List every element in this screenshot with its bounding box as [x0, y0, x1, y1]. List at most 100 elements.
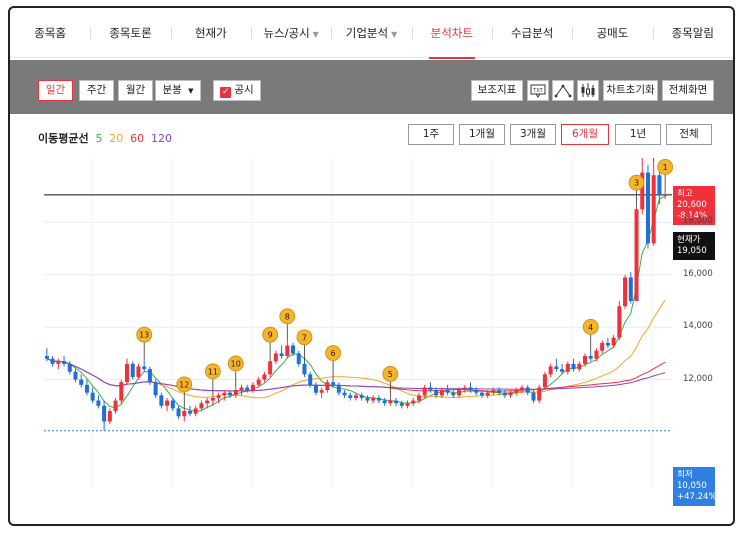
nav-tab-2[interactable]: 현재가 [170, 25, 251, 41]
candle-body [554, 366, 559, 370]
candle-body [617, 306, 622, 338]
candle-body [514, 390, 519, 393]
candle-body [634, 209, 639, 301]
nav-tab-0[interactable]: 종목홈 [10, 25, 90, 41]
current-tag-title: 현재가 [677, 235, 701, 245]
disclosure-badge-label: 5 [388, 370, 393, 379]
candle-body [439, 390, 444, 396]
candle-body [170, 400, 175, 409]
text-tool-button[interactable]: TXT [527, 80, 549, 101]
minute-dropdown[interactable]: 분봉 ▼ [155, 80, 201, 101]
indicator-button[interactable]: 보조지표 [471, 80, 523, 101]
nav-tab-5[interactable]: 분석차트 [411, 25, 492, 59]
candle-body [296, 353, 301, 364]
period-button-0[interactable]: 1주 [408, 124, 454, 145]
candle-body [428, 387, 433, 391]
y-axis-tick-label: 18,000 [683, 216, 713, 227]
chart-reset-button[interactable]: 차트초기화 [603, 80, 658, 101]
nav-tab-4[interactable]: 기업분석 ▼ [331, 25, 411, 41]
candle-body [291, 345, 296, 354]
candle-body [371, 397, 376, 401]
high-price-tag: 최고 20,600 -8.14% [673, 186, 715, 225]
disclosure-badge [657, 159, 674, 175]
nav-tab-6[interactable]: 수급분석 [491, 25, 572, 41]
candle-body [273, 353, 278, 362]
disclosure-badge [296, 329, 313, 346]
candle-body [657, 175, 662, 195]
candle-body [176, 408, 181, 417]
candle-body [388, 400, 393, 404]
disclosure-badge-label: 4 [588, 323, 593, 332]
nav-tab-3[interactable]: 뉴스/공시 ▼ [250, 25, 331, 41]
candle-body [79, 379, 84, 385]
candle-body [525, 387, 530, 393]
stock-chart-panel: 종목홈 종목토론 현재가 뉴스/공시 ▼ 기업분석 ▼ 분석차트 수급분석 공매도 종목알림 일간 … [8, 6, 735, 526]
nav-tab-label: 종목알림 [671, 25, 714, 40]
disclosure-badge-label: 9 [268, 331, 273, 340]
weekly-button[interactable]: 주간 [79, 80, 114, 101]
candle-body [187, 411, 192, 414]
y-axis-tick-label: 16,000 [683, 268, 713, 279]
price-chart[interactable]: 13121110987654321 최고 20,600 -8.14% 현재가 1… [10, 130, 733, 524]
line-tool-button[interactable] [552, 80, 574, 101]
candle-body [605, 342, 610, 346]
candle-body [182, 411, 187, 417]
candle-body [531, 392, 536, 401]
y-axis-tick-label: 14,000 [683, 321, 713, 332]
period-button-5[interactable]: 전체 [666, 124, 712, 145]
nav-tab-1[interactable]: 종목토론 [90, 25, 170, 41]
nav-tab-label: 뉴스/공시 [263, 25, 310, 40]
candle-body [651, 175, 656, 244]
daily-button[interactable]: 일간 [38, 80, 73, 101]
candle-body [520, 387, 525, 391]
ma-title: 이동평균선 [38, 132, 89, 145]
candle-body [571, 363, 576, 370]
candle-body [405, 403, 410, 406]
candle-body [468, 387, 473, 391]
candle-body [645, 172, 650, 244]
candle-body [628, 277, 633, 301]
svg-text:TXT: TXT [532, 88, 543, 94]
disclosure-badge-label: 12 [179, 380, 189, 389]
monthly-button[interactable]: 월간 [118, 80, 153, 101]
candle-body [268, 361, 273, 375]
period-button-4[interactable]: 1년 [615, 124, 661, 145]
disclosure-badge [279, 308, 296, 325]
candle-body [302, 363, 307, 375]
disclosure-badge [176, 376, 193, 393]
high-tag-title: 최고 [677, 189, 693, 199]
candle-body [491, 390, 496, 393]
ma-60-label: 60 [130, 132, 145, 145]
candle-body [542, 374, 547, 388]
candle-body [640, 172, 645, 210]
period-button-3[interactable]: 6개월 [561, 124, 609, 145]
candle-body [319, 390, 324, 393]
candle-body [96, 400, 101, 406]
disclosure-badge [325, 345, 342, 361]
candle-body [365, 397, 370, 401]
minute-dropdown-label: 분봉 [162, 84, 182, 96]
stock-tab-nav: 종목홈 종목토론 현재가 뉴스/공시 ▼ 기업분석 ▼ 분석차트 수급분석 공매도 종목알림 [10, 8, 733, 59]
nav-tab-7[interactable]: 공매도 [572, 25, 652, 41]
chevron-down-icon: ▼ [391, 29, 398, 39]
candle-body [67, 363, 72, 372]
disclosure-badge-label: 11 [208, 367, 218, 376]
nav-tab-8[interactable]: 종목알림 [652, 25, 733, 41]
candle-body [90, 392, 95, 401]
fullscreen-button[interactable]: 전체화면 [662, 80, 714, 101]
candle-type-button[interactable] [577, 80, 599, 101]
candle-body [308, 374, 313, 385]
period-button-1[interactable]: 1개월 [459, 124, 505, 145]
low-tag-pct: +47.24% [677, 492, 717, 502]
candlestick-icon [581, 83, 595, 97]
candle-body [239, 387, 244, 391]
candle-body [457, 390, 462, 396]
candle-body [353, 395, 359, 398]
nav-tab-label: 종목토론 [109, 25, 152, 40]
disclosure-badge-label: 6 [331, 349, 336, 358]
disclosure-label: 공시 [234, 84, 254, 96]
candle-body [119, 382, 124, 401]
candle-body [594, 350, 599, 359]
period-button-2[interactable]: 3개월 [510, 124, 556, 145]
disclosure-toggle[interactable]: ✓ 공시 [213, 80, 261, 101]
